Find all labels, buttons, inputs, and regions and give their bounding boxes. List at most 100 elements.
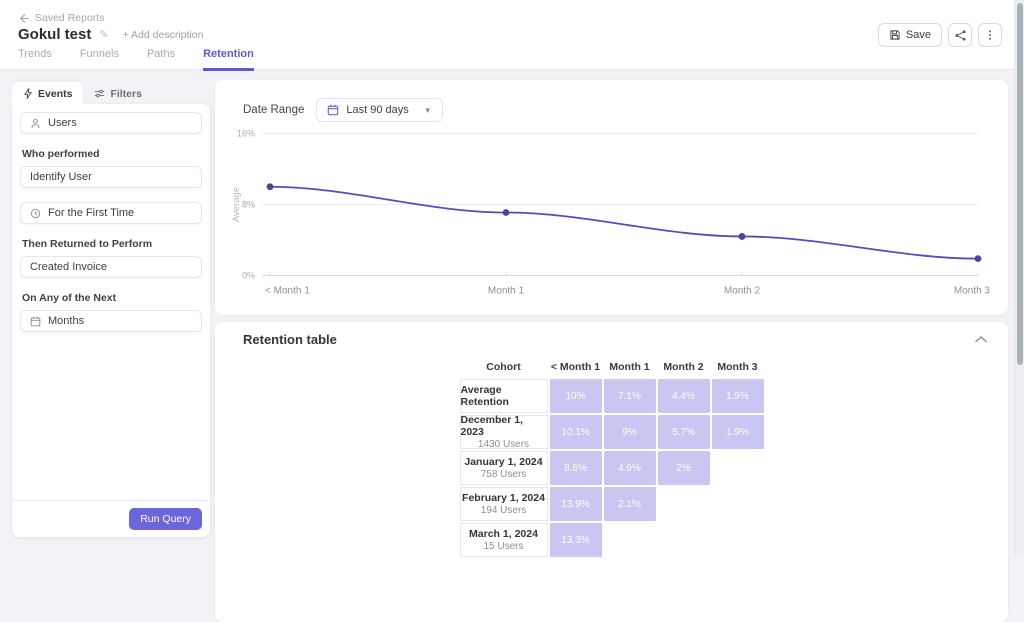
empty-cell: [712, 451, 764, 485]
cohort-label-cell: January 1, 2024 758 Users: [459, 451, 548, 485]
retention-value-cell[interactable]: 4.9%: [603, 451, 656, 485]
tab-events[interactable]: Events: [12, 82, 84, 105]
first-event-value: Identify User: [30, 171, 92, 183]
save-icon: [890, 30, 900, 40]
first-event-selector[interactable]: Identify User: [20, 166, 202, 188]
empty-cell: [604, 523, 656, 557]
column-header: Month 3: [717, 361, 758, 373]
retention-chart-card: Date Range Last 90 days ▼ 16% 8% 0% Average…: [215, 80, 1008, 315]
retention-value-cell[interactable]: 2%: [657, 451, 710, 485]
column-header: Month 2: [663, 361, 704, 373]
title-row: Gokul test ✎ + Add description: [18, 26, 203, 43]
empty-cell: [712, 487, 764, 521]
retention-value-cell[interactable]: 2.1%: [603, 487, 656, 521]
on-any-label: On Any of the Next: [22, 292, 117, 304]
retention-value-cell[interactable]: 13.9%: [549, 487, 602, 521]
empty-cell: [658, 487, 710, 521]
column-header: Month 1: [609, 361, 650, 373]
events-tab-label: Events: [38, 87, 73, 100]
column-header: Cohort: [486, 361, 521, 373]
cohort-user-count: 194 Users: [480, 505, 527, 516]
then-returned-label: Then Returned to Perform: [22, 238, 153, 250]
retention-value-cell[interactable]: 10.1%: [549, 415, 602, 449]
first-time-value: For the First Time: [48, 207, 135, 219]
date-range-label: Date Range: [243, 104, 305, 116]
y-axis-tick: 0%: [242, 271, 255, 281]
cohort-name: Average Retention: [460, 384, 509, 408]
filters-tab-label: Filters: [110, 87, 142, 100]
back-link[interactable]: Saved Reports: [18, 12, 104, 24]
users-selector-label: Users: [48, 117, 77, 129]
x-axis-label: < Month 1: [265, 286, 310, 297]
cohort-label-cell: Average Retention: [459, 379, 548, 413]
retention-value-cell[interactable]: 5.7%: [657, 415, 710, 449]
interval-value: Months: [48, 315, 85, 327]
retention-value-cell[interactable]: 10%: [549, 379, 602, 413]
column-header: < Month 1: [550, 361, 601, 373]
cohort-label-cell: March 1, 2024 15 Users: [459, 523, 548, 557]
page-scrollbar-thumb[interactable]: [1017, 3, 1023, 365]
back-arrow-icon: [19, 13, 29, 23]
data-point[interactable]: [266, 183, 274, 191]
retention-value-cell[interactable]: 9%: [603, 415, 656, 449]
retention-value-cell[interactable]: 1.9%: [711, 415, 764, 449]
cohort-name: December 1, 2023: [460, 414, 523, 438]
share-button[interactable]: [948, 23, 972, 47]
date-range-value: Last 90 days: [346, 104, 409, 116]
chevron-down-icon: ▼: [423, 105, 432, 115]
save-label: Save: [905, 29, 931, 41]
calendar-icon: [328, 104, 339, 116]
retention-value-cell[interactable]: 7.1%: [603, 379, 656, 413]
cohort-name: January 1, 2024: [464, 456, 543, 468]
retention-value-cell[interactable]: 4.4%: [657, 379, 710, 413]
x-axis-label: Month 2: [724, 286, 761, 297]
cohort-label-cell: December 1, 2023 1430 Users: [459, 414, 548, 450]
return-event-selector[interactable]: Created Invoice: [20, 256, 202, 278]
retention-table-card: Retention table Cohort < Month 1 Month 1 Mo…: [215, 322, 1008, 622]
user-icon: [30, 118, 41, 129]
tab-retention[interactable]: Retention: [203, 48, 254, 71]
users-selector[interactable]: Users: [20, 112, 202, 134]
retention-line-chart[interactable]: 16% 8% 0% Average < Month 1 Month 1 Month 2 Mon…: [215, 80, 1008, 315]
return-event-value: Created Invoice: [30, 261, 108, 273]
date-range-dropdown[interactable]: Last 90 days ▼: [316, 98, 443, 122]
empty-cell: [658, 523, 710, 557]
cohort-user-count: 1430 Users: [477, 439, 530, 450]
retention-value-cell[interactable]: 1.9%: [711, 379, 764, 413]
first-time-selector[interactable]: For the First Time: [20, 202, 202, 224]
add-description-link[interactable]: + Add description: [122, 28, 204, 41]
tab-filters[interactable]: Filters: [83, 82, 153, 105]
retention-table: Cohort < Month 1 Month 1 Month 2 Month 3 Aver…: [459, 357, 764, 557]
interval-selector[interactable]: Months: [20, 310, 202, 332]
x-axis-label: Month 3: [954, 286, 991, 297]
data-point[interactable]: [738, 233, 746, 240]
run-query-button[interactable]: Run Query: [129, 508, 202, 530]
page-title: Gokul test: [18, 26, 92, 43]
report-tabs: Trends Funnels Paths Retention: [18, 48, 254, 71]
cohort-label-cell: February 1, 2024 194 Users: [459, 487, 548, 521]
data-point[interactable]: [974, 255, 982, 263]
who-performed-label: Who performed: [22, 148, 100, 160]
edit-title-icon[interactable]: ✎: [99, 29, 109, 41]
retention-value-cell[interactable]: 13.3%: [549, 523, 602, 557]
tab-trends[interactable]: Trends: [18, 48, 52, 60]
date-range-row: Date Range Last 90 days ▼: [243, 98, 443, 122]
events-bolt-icon: [24, 88, 32, 99]
retention-value-cell[interactable]: 8.6%: [549, 451, 602, 485]
clock-icon: [30, 208, 41, 219]
page-scrollbar-track[interactable]: [1014, 0, 1024, 555]
kebab-menu-icon: [989, 30, 991, 40]
x-axis-label: Month 1: [488, 286, 525, 297]
query-panel-footer: Run Query: [12, 500, 210, 537]
collapse-chevron-icon[interactable]: [974, 333, 988, 347]
cohort-name: February 1, 2024: [462, 492, 545, 504]
retention-table-title: Retention table: [243, 332, 337, 347]
data-point[interactable]: [502, 209, 510, 216]
save-button[interactable]: Save: [877, 23, 942, 47]
tab-funnels[interactable]: Funnels: [79, 48, 119, 60]
cohort-user-count: 758 Users: [480, 469, 527, 480]
filters-sliders-icon: [95, 89, 105, 98]
y-axis-tick: 16%: [237, 129, 255, 139]
more-options-button[interactable]: [978, 23, 1002, 47]
tab-paths[interactable]: Paths: [146, 48, 176, 60]
